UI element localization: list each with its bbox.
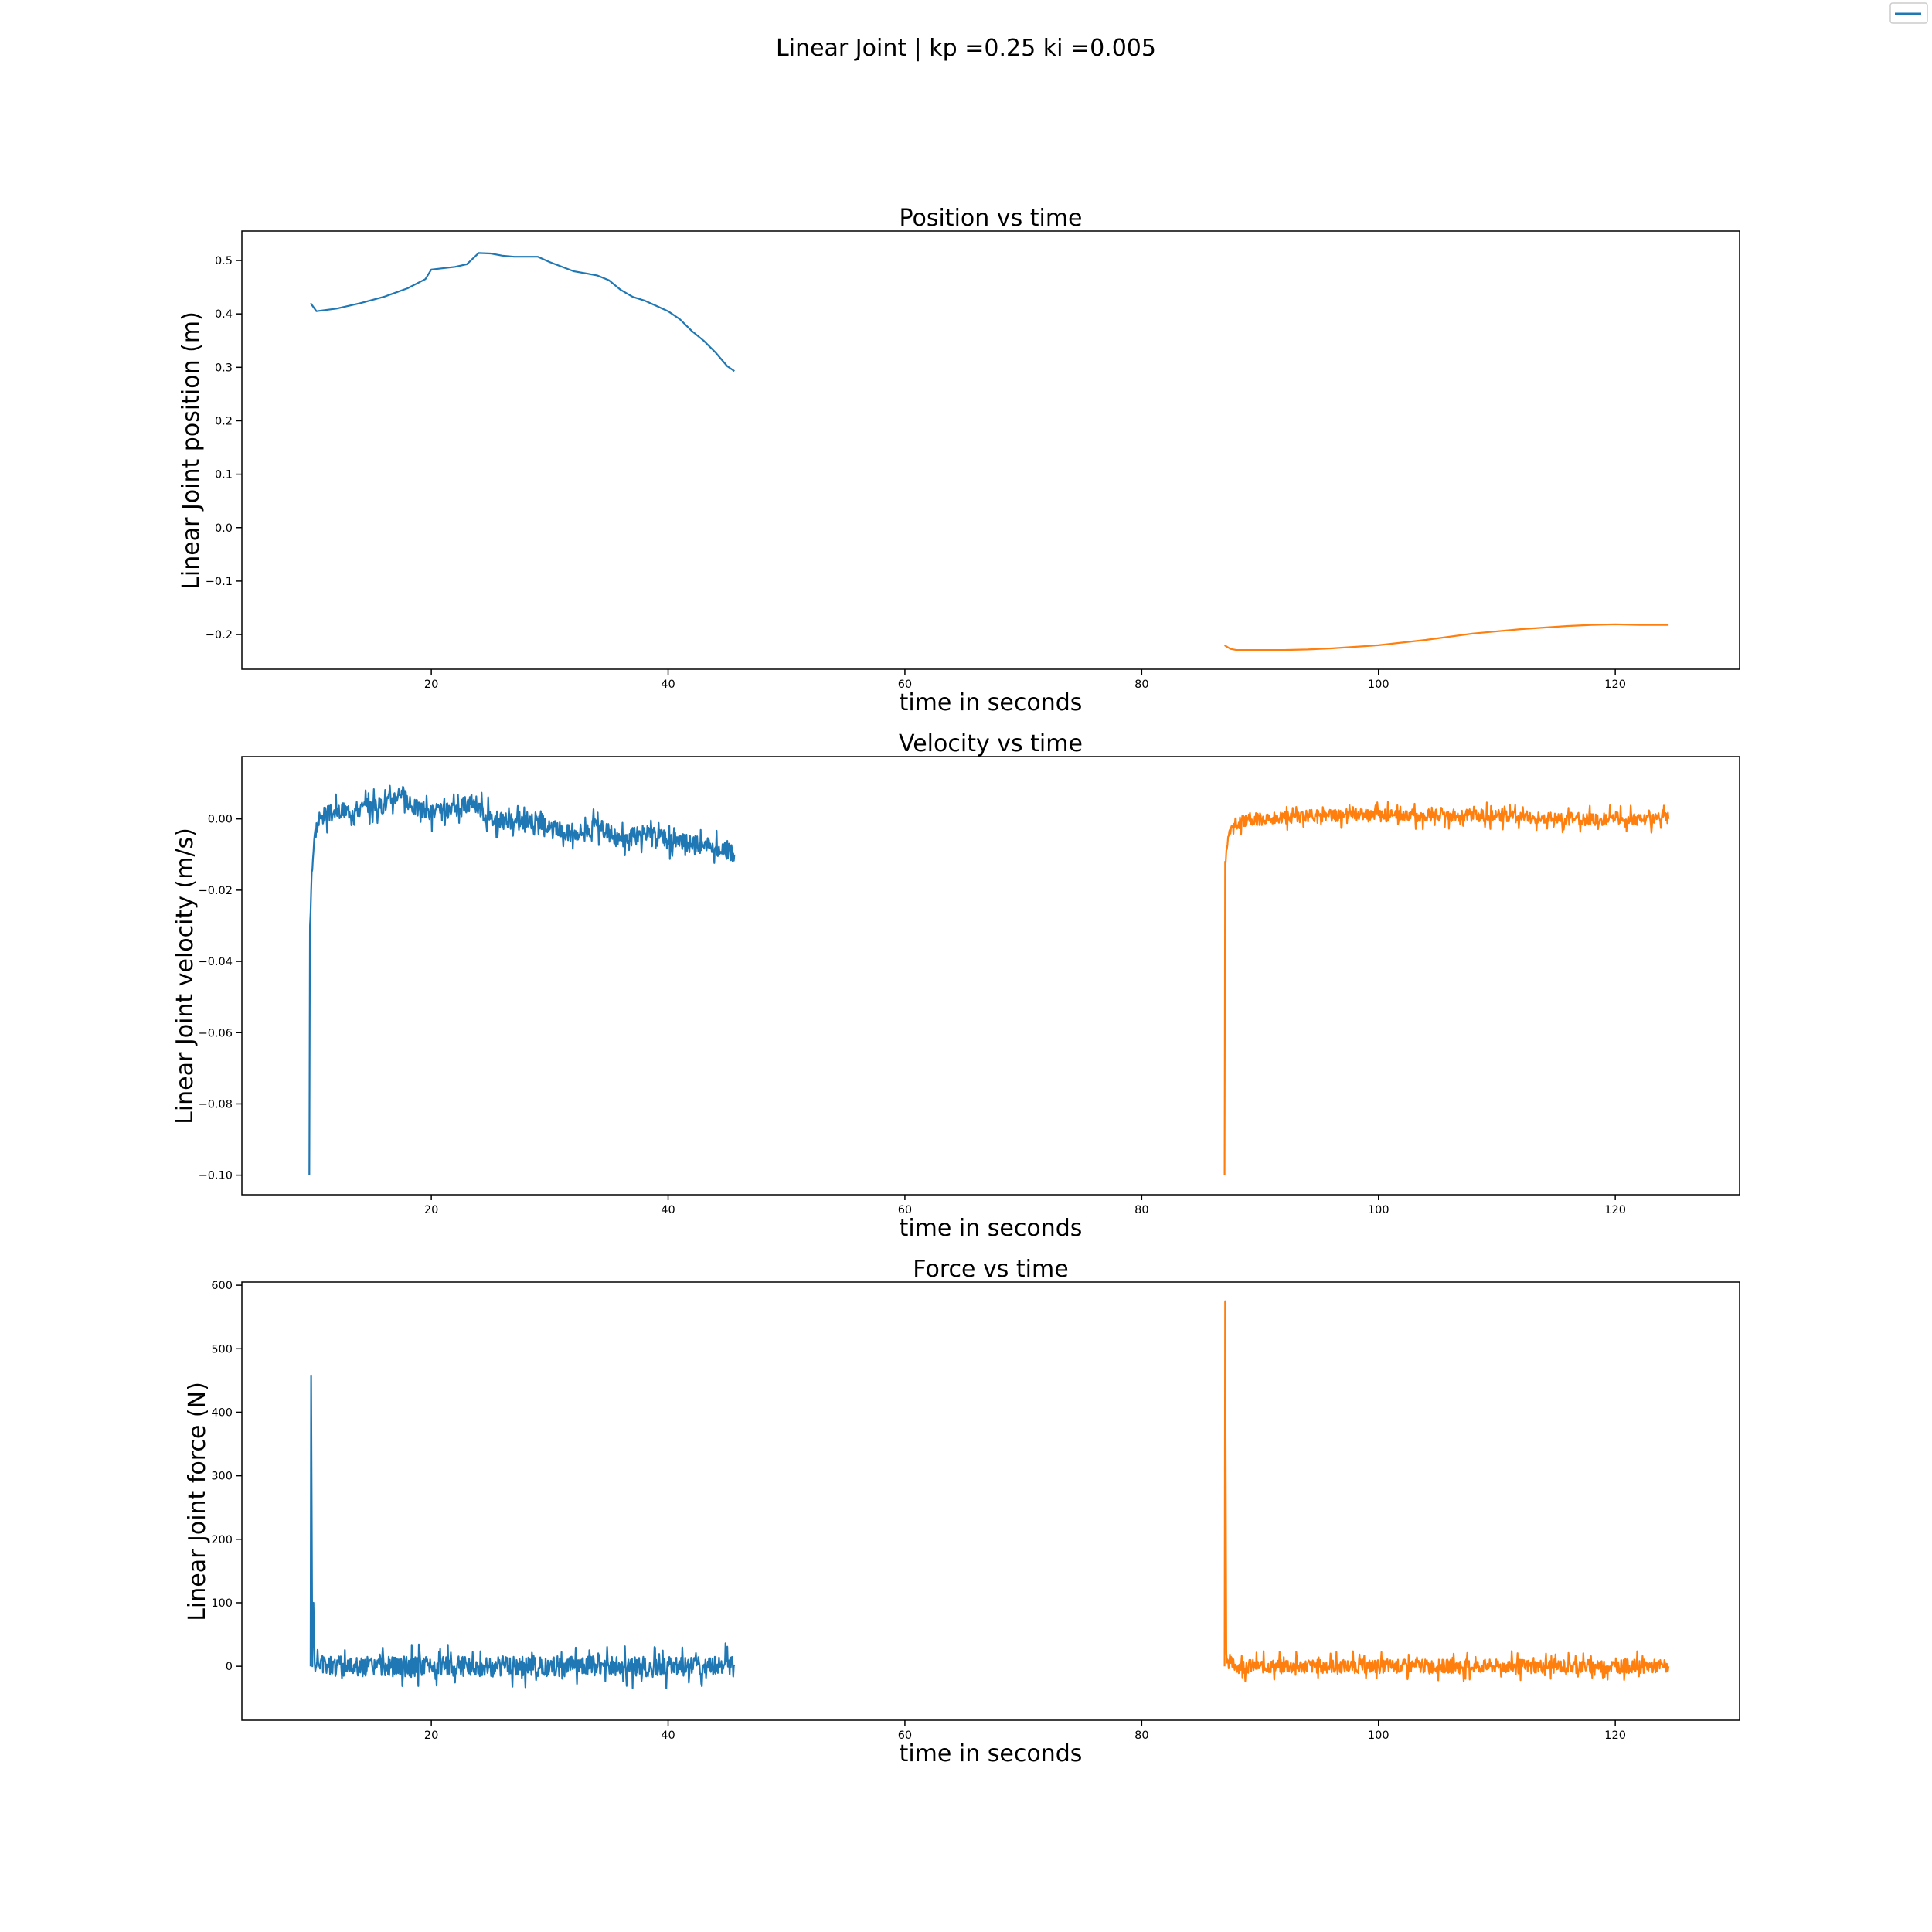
- position-ytick-label: −0.2: [206, 629, 233, 641]
- force-plot-area: [241, 1281, 1740, 1721]
- force-ytick-label: 400: [211, 1406, 233, 1419]
- velocity-xlabel: time in seconds: [900, 1215, 1083, 1242]
- position-ytick-label: 0.0: [215, 522, 233, 535]
- position-ytick-label: 0.4: [215, 308, 233, 321]
- force-xtick-label: 80: [1134, 1730, 1148, 1742]
- force-xtick-label: 120: [1604, 1730, 1626, 1742]
- force-ytick-label: 100: [211, 1597, 233, 1610]
- position-title: Position vs time: [899, 205, 1082, 232]
- velocity-series-1-line: [308, 784, 736, 1175]
- force-xtick-label: 60: [898, 1730, 912, 1742]
- force-ytick-label: 600: [211, 1280, 233, 1292]
- velocity-ticks: 20 40 60 80 100 120 −0.10 −0.08 −0.06 −0.04 −0.02 0…: [199, 814, 1626, 1216]
- position-xtick-label: 20: [424, 679, 438, 691]
- force-xtick-label: 20: [424, 1730, 438, 1742]
- velocity-plot-area: [241, 756, 1740, 1196]
- velocity-series: [308, 784, 1670, 1175]
- velocity-ytick-label: 0.00: [208, 814, 233, 826]
- position-series-2-line: [1224, 623, 1669, 651]
- force-xtick-label: 40: [661, 1730, 675, 1742]
- position-ytick-label: 0.3: [215, 362, 233, 374]
- force-series-1-line: [309, 1374, 736, 1689]
- velocity-ytick-label: −0.06: [199, 1027, 233, 1039]
- force-ticks: 20 40 60 80 100 120 0 100 200 300 400 500 600: [211, 1280, 1626, 1742]
- force-ytick-label: 300: [211, 1471, 233, 1483]
- legend: [1889, 2, 1928, 24]
- velocity-ytick-label: −0.04: [199, 956, 233, 968]
- velocity-xtick-label: 60: [898, 1204, 912, 1216]
- position-panel: Position vs time time in seconds Linear …: [178, 205, 1740, 716]
- velocity-ytick-label: −0.10: [199, 1170, 233, 1182]
- velocity-series-2-line: [1223, 801, 1670, 1175]
- position-plot-area: [241, 230, 1740, 670]
- velocity-xtick-label: 80: [1134, 1204, 1148, 1216]
- position-series: [310, 252, 1669, 651]
- force-series-2-line: [1223, 1300, 1670, 1682]
- position-xtick-label: 120: [1604, 679, 1626, 691]
- velocity-xtick-label: 20: [424, 1204, 438, 1216]
- velocity-ylabel: Linear Joint velocity (m/s): [172, 828, 199, 1124]
- force-ytick-label: 0: [226, 1661, 233, 1673]
- force-panel: Force vs time time in seconds Linear Joi…: [184, 1256, 1740, 1767]
- position-xtick-label: 60: [898, 679, 912, 691]
- force-xlabel: time in seconds: [900, 1740, 1083, 1767]
- velocity-panel: Velocity vs time time in seconds Linear …: [172, 730, 1740, 1242]
- velocity-xtick-label: 40: [661, 1204, 675, 1216]
- velocity-xtick-label: 120: [1604, 1204, 1626, 1216]
- position-xlabel: time in seconds: [900, 689, 1083, 716]
- velocity-xtick-label: 100: [1368, 1204, 1389, 1216]
- force-title: Force vs time: [913, 1256, 1068, 1283]
- position-ytick-label: 0.5: [215, 255, 233, 267]
- position-ylabel: Linear Joint position (m): [178, 311, 205, 590]
- force-series: [309, 1300, 1670, 1689]
- position-ytick-label: 0.2: [215, 415, 233, 427]
- velocity-ytick-label: −0.02: [199, 885, 233, 897]
- position-xtick-label: 100: [1368, 679, 1389, 691]
- position-ytick-label: −0.1: [206, 576, 233, 588]
- force-ytick-label: 200: [211, 1534, 233, 1546]
- position-ticks: 20 40 60 80 100 120 −0.2 −0.1 0.0 0.1 0.2 0.3 0.4 0.5: [206, 255, 1626, 691]
- figure-title: Linear Joint | kp =0.25 ki =0.005: [776, 35, 1156, 62]
- force-xtick-label: 100: [1368, 1730, 1389, 1742]
- position-xtick-label: 40: [661, 679, 675, 691]
- force-ylabel: Linear Joint force (N): [184, 1382, 211, 1621]
- position-ytick-label: 0.1: [215, 469, 233, 481]
- position-series-1-line: [310, 252, 735, 372]
- force-ytick-label: 500: [211, 1343, 233, 1355]
- position-xtick-label: 80: [1134, 679, 1148, 691]
- velocity-title: Velocity vs time: [899, 730, 1083, 757]
- velocity-ytick-label: −0.08: [199, 1098, 233, 1111]
